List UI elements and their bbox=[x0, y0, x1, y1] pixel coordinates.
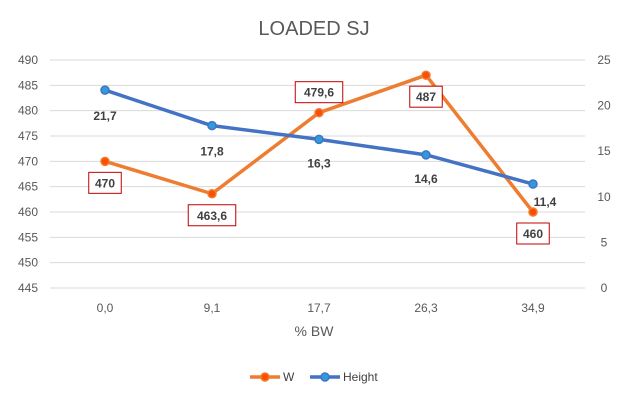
w-data-point bbox=[421, 70, 431, 80]
w-data-label: 470 bbox=[95, 176, 115, 190]
left-axis-tick-label: 465 bbox=[18, 180, 38, 194]
height-data-label: 16,3 bbox=[307, 156, 331, 170]
data-labels: 470 463,6 479,6 487 460 21,7 17,8 16,3 14,6 11,4 bbox=[88, 81, 557, 245]
legend-label: W bbox=[283, 370, 295, 384]
height-data-label: 21,7 bbox=[93, 109, 117, 123]
height-data-point bbox=[100, 85, 110, 95]
left-axis-ticks: 445 450 455 460 465 470 475 480 485 490 bbox=[18, 53, 38, 295]
w-data-point bbox=[528, 207, 538, 217]
legend-marker bbox=[260, 372, 270, 382]
right-axis-tick-label: 20 bbox=[597, 99, 611, 113]
right-axis-tick-label: 5 bbox=[601, 235, 608, 249]
x-axis-title: % BW bbox=[295, 323, 335, 339]
legend-label: Height bbox=[343, 370, 378, 384]
w-data-label-box bbox=[294, 81, 344, 104]
height-data-point bbox=[421, 150, 431, 160]
left-axis-tick-label: 450 bbox=[18, 256, 38, 270]
x-axis-tick-label: 26,3 bbox=[414, 301, 438, 315]
w-data-label-box bbox=[187, 204, 237, 227]
w-data-point bbox=[314, 107, 324, 118]
w-data-label: 487 bbox=[416, 90, 436, 104]
x-axis-ticks: 0,0 9,1 17,7 26,3 34,9 bbox=[97, 301, 545, 315]
w-data-label-box bbox=[88, 171, 122, 194]
x-axis-tick-label: 9,1 bbox=[204, 301, 221, 315]
left-axis-tick-label: 480 bbox=[18, 104, 38, 118]
right-axis-tick-label: 0 bbox=[601, 281, 608, 295]
height-data-label: 17,8 bbox=[200, 145, 224, 159]
chart-title: LOADED SJ bbox=[258, 18, 369, 40]
series-markers bbox=[100, 70, 538, 217]
right-axis-tick-label: 10 bbox=[597, 190, 611, 204]
height-data-point bbox=[314, 134, 324, 145]
left-axis-tick-label: 490 bbox=[18, 53, 38, 67]
height-data-point bbox=[528, 179, 538, 189]
left-axis-tick-label: 475 bbox=[18, 129, 38, 143]
x-axis-tick-label: 17,7 bbox=[307, 301, 331, 315]
left-axis-tick-label: 455 bbox=[18, 230, 38, 244]
left-axis-tick-label: 485 bbox=[18, 78, 38, 92]
height-data-label: 11,4 bbox=[534, 195, 557, 209]
legend: W Height bbox=[250, 370, 378, 384]
height-data-point bbox=[207, 120, 217, 131]
legend-marker bbox=[320, 372, 330, 382]
w-data-label-box bbox=[409, 85, 443, 108]
w-data-label: 463,6 bbox=[197, 209, 227, 223]
w-data-label-box bbox=[516, 222, 550, 245]
w-data-label: 479,6 bbox=[304, 86, 334, 100]
left-axis-tick-label: 445 bbox=[18, 281, 38, 295]
w-data-label: 460 bbox=[523, 227, 543, 241]
x-axis-tick-label: 34,9 bbox=[521, 301, 545, 315]
height-data-label: 14,6 bbox=[414, 172, 438, 186]
w-data-point bbox=[207, 189, 217, 199]
x-axis-tick-label: 0,0 bbox=[97, 301, 114, 315]
right-axis-tick-label: 15 bbox=[597, 144, 611, 158]
left-axis-tick-label: 470 bbox=[18, 154, 38, 168]
left-axis-tick-label: 460 bbox=[18, 205, 38, 219]
w-data-point bbox=[100, 156, 110, 167]
right-axis-ticks: 0 5 10 15 20 25 bbox=[597, 53, 611, 295]
right-axis-tick-label: 25 bbox=[597, 53, 611, 67]
